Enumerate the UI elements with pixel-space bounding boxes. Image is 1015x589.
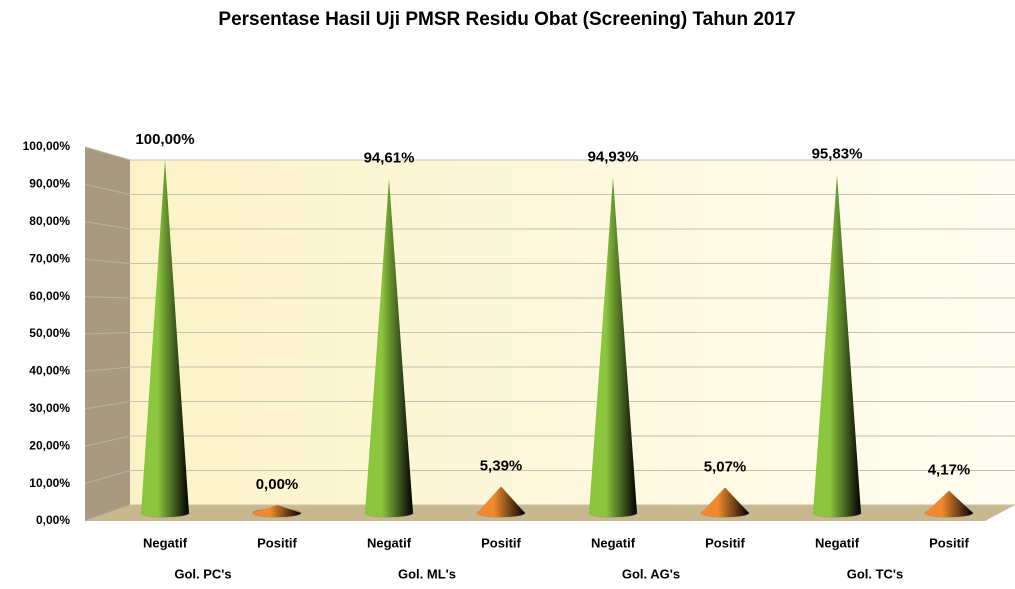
cone-body xyxy=(589,177,637,517)
y-tick-label: 90,00% xyxy=(29,177,70,191)
group-label: Gol. AG's xyxy=(622,566,680,581)
cone xyxy=(476,486,526,518)
side-wall xyxy=(85,147,130,521)
x-tick-label: Positif xyxy=(257,535,297,550)
y-tick-label: 60,00% xyxy=(29,289,70,303)
x-tick-label: Negatif xyxy=(367,535,412,550)
group-label: Gol. PC's xyxy=(174,566,231,581)
value-label: 5,39% xyxy=(480,457,523,474)
cone-body xyxy=(477,486,525,517)
side-grid-line xyxy=(84,366,131,372)
value-label: 5,07% xyxy=(704,458,747,475)
y-tick-label: 100,00% xyxy=(23,139,71,153)
cone xyxy=(588,177,638,518)
side-grid-line xyxy=(84,332,131,335)
cone xyxy=(812,174,862,518)
cone-body xyxy=(925,490,973,517)
chart-title: Persentase Hasil Uji PMSR Residu Obat (S… xyxy=(218,9,795,30)
cone-body xyxy=(701,487,749,517)
side-grid-line xyxy=(84,504,131,522)
side-grid-line xyxy=(84,183,131,195)
cone xyxy=(140,160,190,518)
cone xyxy=(252,505,302,518)
y-tick-label: 80,00% xyxy=(29,214,70,228)
value-label: 4,17% xyxy=(928,462,971,479)
cone-body xyxy=(141,160,189,517)
x-tick-label: Positif xyxy=(705,535,745,550)
x-tick-label: Positif xyxy=(929,535,969,550)
cone-body xyxy=(813,174,861,517)
side-grid-line xyxy=(84,470,131,485)
value-label: 95,83% xyxy=(812,145,863,162)
y-tick-label: 70,00% xyxy=(29,251,70,265)
floor xyxy=(85,505,1015,521)
x-tick-label: Negatif xyxy=(143,535,188,550)
x-tick-label: Positif xyxy=(481,535,521,550)
side-grid-line xyxy=(84,401,131,410)
cone xyxy=(924,490,974,518)
cone-body xyxy=(253,505,301,517)
value-label: 100,00% xyxy=(135,131,194,148)
y-tick-label: 0,00% xyxy=(36,513,70,527)
cone-body xyxy=(365,178,413,517)
x-tick-label: Negatif xyxy=(591,535,636,550)
side-grid-line xyxy=(84,258,131,264)
y-tick-label: 30,00% xyxy=(29,401,70,415)
y-tick-label: 20,00% xyxy=(29,438,70,452)
y-tick-label: 10,00% xyxy=(29,476,70,490)
cone xyxy=(700,487,750,518)
side-grid-line xyxy=(84,435,131,447)
y-tick-label: 50,00% xyxy=(29,326,70,340)
side-grid-line xyxy=(84,296,131,299)
value-label: 94,61% xyxy=(364,150,415,167)
value-label: 0,00% xyxy=(256,476,299,493)
side-grid-line xyxy=(84,221,131,230)
group-label: Gol. TC's xyxy=(847,566,904,581)
x-tick-label: Negatif xyxy=(815,535,860,550)
value-label: 94,93% xyxy=(588,148,639,165)
y-tick-label: 40,00% xyxy=(29,364,70,378)
side-grid-line xyxy=(84,146,131,161)
group-label: Gol. ML's xyxy=(398,566,456,581)
cone xyxy=(364,178,414,518)
